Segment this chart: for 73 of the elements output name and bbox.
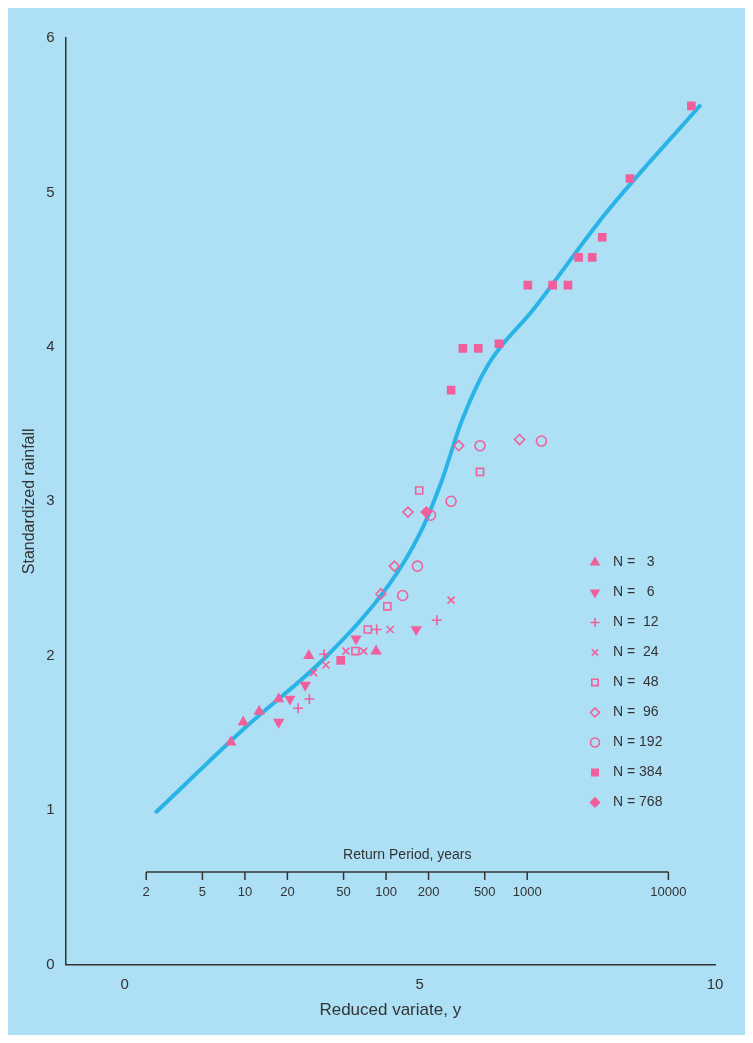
point [597,232,607,242]
point [375,588,387,600]
line-series [154,103,702,814]
x2-tick-label: 10 [237,884,253,900]
point [238,716,249,726]
legend-label: N = 192 [613,733,663,750]
y-tick-label: 5 [46,182,55,200]
x2-tick-label: 100 [375,884,397,900]
y-tick-label: 2 [46,645,55,663]
point [473,344,483,353]
y-tick-label: 1 [46,800,55,818]
x2-tick-label: 200 [417,884,440,900]
point [548,280,557,290]
point [225,736,236,746]
point [300,681,311,691]
y-tick-label: 4 [46,337,55,355]
point [363,625,373,634]
x2-tick-label: 1000 [512,884,542,900]
point [382,601,392,611]
point [359,646,369,656]
point [687,101,696,111]
point [535,435,548,447]
y-axis-title: Standardized rainfall [20,428,38,575]
point [513,433,526,446]
point [284,695,296,705]
point [303,693,316,705]
point [587,252,597,262]
x2-tick-label: 10000 [650,884,687,900]
point [402,506,414,518]
x2-tick-label: 5 [198,884,207,900]
point [494,339,504,349]
point [351,646,360,656]
point [475,467,485,477]
point [370,645,382,655]
legend-label: N = 6 [613,583,655,600]
legend-label: N = 3 [613,553,655,570]
point [396,589,409,602]
legend-label: N = 48 [613,673,659,690]
y-tick-label: 3 [46,491,55,509]
x2-tick-label: 2 [142,884,150,900]
point [424,509,437,521]
x-axis-title: Reduced variate, y [319,1000,462,1020]
legend-label: N = 12 [613,613,659,630]
point [336,656,346,665]
x2-axis-title: Return Period, years [343,845,472,862]
point [445,495,457,508]
x2-tick-label: 50 [336,884,351,900]
point [452,439,465,452]
point [411,560,424,572]
point [273,693,284,703]
x-tick-label: 5 [415,974,424,992]
point [388,560,401,572]
y-tick-label: 6 [46,28,55,46]
point [309,668,318,678]
x2-tick-label: 20 [280,884,295,900]
legend-label: N = 384 [613,763,663,780]
point [411,626,422,636]
point [574,252,583,262]
point [254,705,265,715]
x2-tick-label: 500 [473,884,496,900]
point [458,344,468,353]
point [303,649,314,660]
y-tick-label: 0 [46,954,55,972]
point [625,174,635,183]
point [474,439,486,452]
x-tick-label: 10 [706,974,724,992]
legend-label: N = 96 [613,703,659,720]
point [273,718,284,728]
legend-label: N = 24 [613,643,659,660]
point [350,635,362,645]
point [414,486,424,495]
legend-label: N = 768 [613,793,663,810]
x-tick-label: 0 [120,974,129,992]
